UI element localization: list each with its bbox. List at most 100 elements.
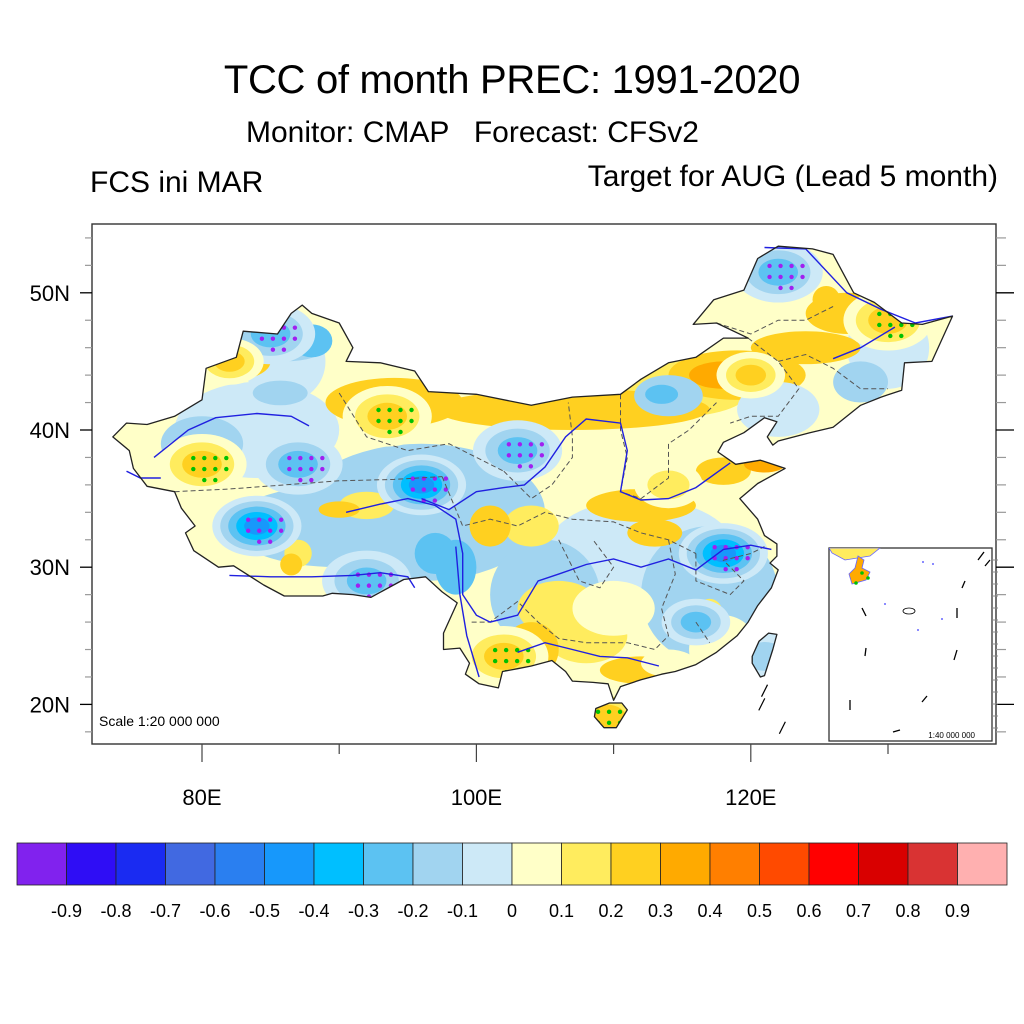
significance-stipple	[628, 720, 634, 726]
tcc-contour	[497, 437, 538, 465]
significance-stipple	[267, 517, 273, 522]
tcc-contour	[484, 642, 524, 670]
significance-stipple	[191, 455, 196, 461]
significance-stipple	[595, 709, 601, 715]
significance-stipple	[387, 429, 392, 435]
river-line	[455, 546, 480, 678]
colorbar-swatch	[16, 842, 67, 886]
river-line	[764, 246, 953, 324]
significance-stipple	[506, 442, 512, 447]
significance-stipple	[800, 263, 805, 269]
significance-stipple	[387, 407, 392, 413]
tcc-contour-patch	[469, 505, 511, 547]
province-boundary	[695, 621, 711, 643]
tcc-contour-patch	[435, 539, 477, 595]
colorbar-swatch	[363, 842, 414, 886]
tcc-region	[733, 246, 823, 303]
river-line	[832, 326, 896, 360]
lon-tick-label: 100E	[451, 785, 502, 810]
significance-stipple	[607, 732, 611, 736]
province-boundary	[730, 337, 800, 424]
significance-stipple	[514, 669, 520, 675]
significance-stipple	[270, 325, 276, 330]
significance-stipple	[387, 418, 392, 424]
inset-island	[932, 563, 934, 565]
significance-stipple	[778, 263, 783, 269]
significance-stipple	[506, 453, 512, 458]
colorbar-swatch	[660, 842, 711, 886]
lat-tick-label: 20N	[30, 692, 70, 717]
significance-stipple	[528, 442, 534, 447]
colorbar-swatch	[610, 842, 661, 886]
significance-stipple	[267, 528, 273, 533]
colorbar-swatch	[709, 842, 760, 886]
significance-stipple	[278, 517, 284, 522]
significance-stipple	[355, 583, 361, 588]
significance-stipple	[899, 333, 904, 339]
significance-stipple	[377, 594, 383, 599]
significance-stipple	[899, 311, 904, 317]
colorbar-swatch	[462, 842, 513, 886]
significance-stipple	[503, 647, 509, 653]
significance-stipple	[789, 263, 794, 269]
inset-island	[884, 603, 886, 605]
significance-stipple	[202, 455, 207, 461]
colorbar-label: 0.4	[697, 901, 722, 921]
inset-island	[941, 618, 943, 620]
colorbar-swatch	[66, 842, 117, 886]
significance-stipple	[734, 555, 739, 561]
significance-stipple	[514, 658, 520, 664]
significance-stipple	[712, 544, 717, 550]
significance-stipple	[443, 476, 449, 481]
colorbar-swatch	[214, 842, 265, 886]
rivers	[126, 246, 953, 678]
significance-stipple	[292, 336, 298, 341]
tcc-region	[716, 351, 786, 399]
inset-island	[922, 561, 924, 563]
province-boundary	[441, 476, 697, 554]
lat-tick-label: 30N	[30, 555, 70, 580]
province-boundary	[558, 539, 615, 589]
river-line	[517, 641, 660, 667]
tcc-contour-patch	[750, 331, 861, 365]
tcc-region	[562, 687, 652, 736]
tcc-contour	[735, 364, 767, 386]
nine-dash-line-segment	[984, 559, 991, 567]
significance-stipple	[259, 336, 265, 341]
province-boundary	[469, 539, 676, 651]
significance-stipple	[517, 464, 523, 469]
significance-stipple	[503, 658, 509, 664]
tcc-contour-patch	[743, 456, 786, 473]
tcc-region	[376, 454, 467, 516]
significance-stipple	[287, 466, 292, 472]
tcc-contour	[278, 450, 318, 478]
colorbar-label: 0.7	[846, 901, 871, 921]
significance-stipple	[256, 539, 262, 544]
lon-tick-label: 120E	[725, 785, 776, 810]
nine-dash-line-segment	[953, 649, 958, 661]
colorbar-swatch	[313, 842, 364, 886]
significance-stipple	[376, 407, 381, 413]
target-month-label: Target for AUG (Lead 5 month)	[587, 160, 998, 193]
colorbar-label: -0.5	[249, 901, 280, 921]
significance-stipple	[309, 477, 314, 483]
colorbar-label: 0	[507, 901, 517, 921]
significance-stipple	[366, 583, 372, 588]
significance-stipple	[245, 528, 251, 533]
significance-stipple	[410, 487, 416, 492]
tcc-region	[472, 420, 563, 481]
significance-stipple	[398, 429, 403, 435]
significance-stipple	[539, 453, 545, 458]
significance-stipple	[432, 498, 438, 503]
colorbar-label: -0.3	[348, 901, 379, 921]
significance-stipple	[259, 325, 265, 330]
significance-stipple	[213, 466, 218, 472]
tcc-contour-patch	[503, 505, 559, 547]
colorbar-swatch	[115, 842, 166, 886]
province-boundary	[695, 546, 765, 596]
tcc-contour	[647, 470, 690, 500]
significance-stipple	[267, 539, 273, 544]
significance-stipple	[745, 555, 750, 561]
colorbar-label: -0.8	[100, 901, 131, 921]
significance-stipple	[723, 566, 728, 572]
